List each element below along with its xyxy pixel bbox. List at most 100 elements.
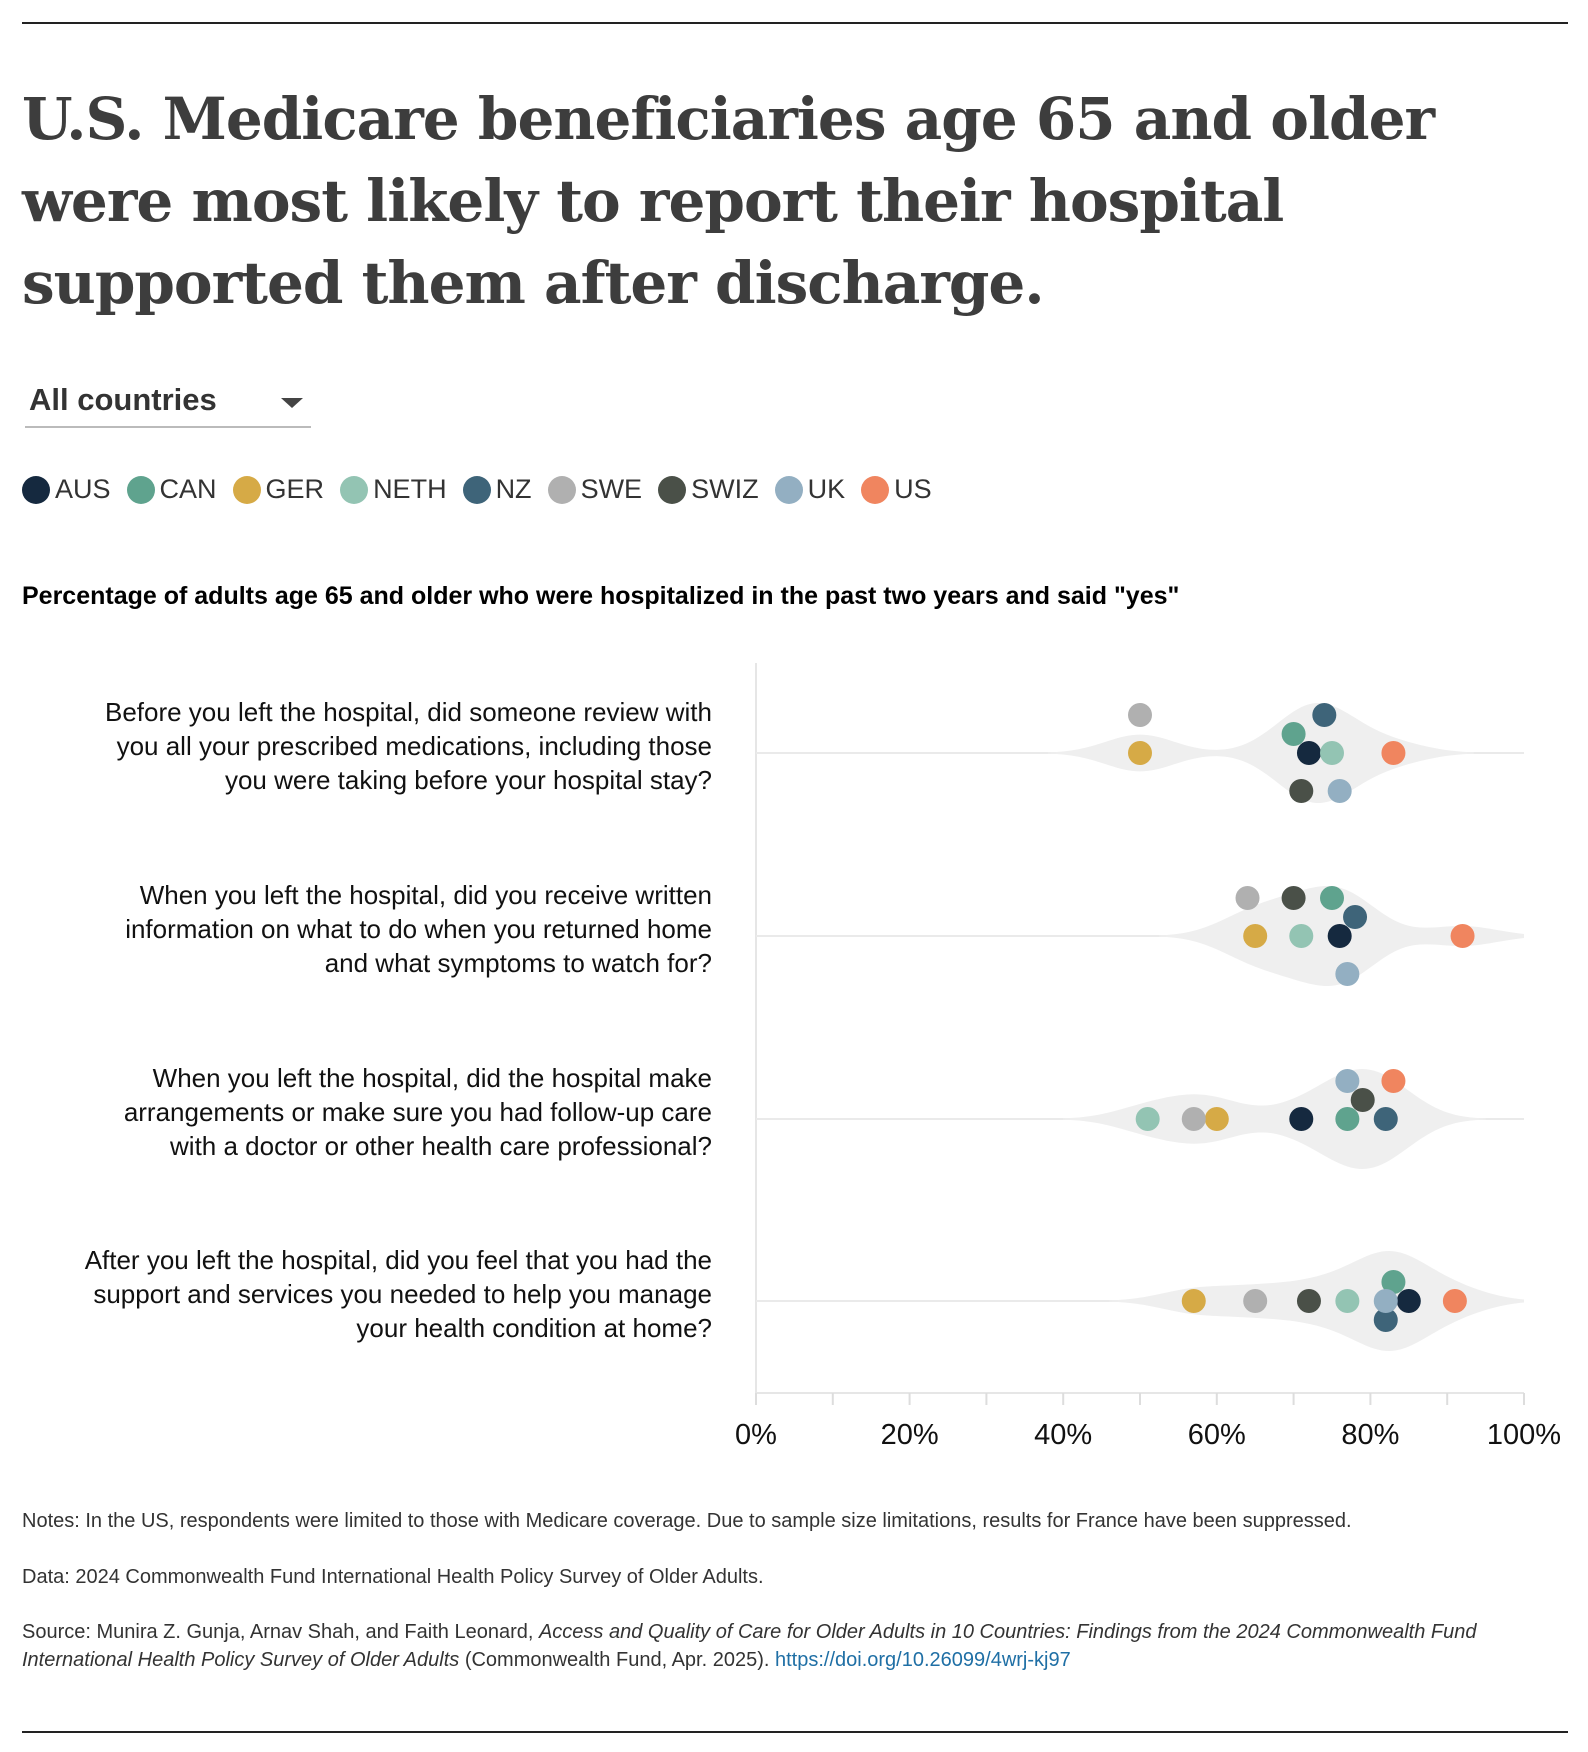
- source-prefix: Source: Munira Z. Gunja, Arnav Shah, and…: [22, 1621, 539, 1643]
- dot-swe: [1235, 886, 1260, 910]
- legend-label: GER: [265, 474, 325, 504]
- legend-item-uk: UK: [774, 474, 846, 505]
- dot-can: [1281, 722, 1306, 746]
- dot-swiz: [1281, 886, 1306, 910]
- dot-swiz: [1350, 1088, 1375, 1112]
- top-rule: [22, 22, 1568, 24]
- question-line: When you left the hospital, did the hosp…: [152, 1063, 712, 1093]
- question-line: When you left the hospital, did you rece…: [139, 880, 712, 910]
- data-text: Data: 2024 Commonwealth Fund Internation…: [22, 1566, 764, 1588]
- dot-neth: [1289, 924, 1314, 948]
- dot-aus: [1289, 1107, 1314, 1131]
- x-tick-label: 20%: [881, 1419, 939, 1451]
- country-dropdown[interactable]: All countries: [25, 380, 311, 428]
- legend-label: AUS: [55, 474, 111, 504]
- dot-neth: [1320, 741, 1344, 765]
- notes-text: Notes: In the US, respondents were limit…: [22, 1510, 1352, 1532]
- dot-ger: [1243, 924, 1268, 948]
- dot-nz: [1343, 905, 1368, 929]
- chart: 0% 20% 40% 60% 80% 100%: [735, 663, 1561, 1451]
- dot-aus: [1327, 924, 1352, 948]
- legend-label: SWIZ: [691, 474, 759, 504]
- x-tick-label: 0%: [735, 1419, 777, 1451]
- dot-uk: [1373, 1289, 1398, 1313]
- dot-nz: [1312, 703, 1337, 727]
- question-line: support and services you needed to help …: [93, 1279, 712, 1309]
- source-title: Access and Quality of Care for Older Adu…: [22, 1621, 1477, 1671]
- question-label: Before you left the hospital, did someon…: [12, 695, 712, 797]
- legend-item-swe: SWE: [547, 474, 643, 505]
- dot-can: [1381, 1270, 1406, 1294]
- violin: [1063, 1069, 1486, 1169]
- x-tick-label: 80%: [1341, 1419, 1399, 1451]
- question-line: and what symptoms to watch for?: [324, 948, 712, 978]
- legend-swatch: [22, 475, 50, 504]
- dot-nz: [1373, 1308, 1398, 1332]
- chart-subtitle: Percentage of adults age 65 and older wh…: [22, 582, 1180, 610]
- question-line: arrangements or make sure you had follow…: [123, 1097, 712, 1127]
- legend-item-swiz: SWIZ: [658, 474, 759, 505]
- question-line: you were taking before your hospital sta…: [224, 765, 712, 795]
- doi-link[interactable]: https://doi.org/10.26099/4wrj-kj97: [774, 1649, 1071, 1671]
- dot-aus: [1396, 1289, 1421, 1313]
- legend-item-us: US: [861, 474, 932, 505]
- dot-swe: [1181, 1107, 1206, 1131]
- dot-nz: [1373, 1107, 1398, 1131]
- dot-swiz: [1296, 1289, 1321, 1313]
- dot-uk: [1327, 779, 1352, 803]
- source-text: Source: Munira Z. Gunja, Arnav Shah, and…: [22, 1618, 1568, 1674]
- legend-swatch: [126, 475, 155, 504]
- x-tick-label: 40%: [1034, 1419, 1092, 1451]
- legend-swatch: [547, 475, 576, 504]
- dot-swiz: [1289, 779, 1314, 803]
- dropdown-value: All countries: [29, 382, 217, 417]
- dot-swe: [1128, 703, 1152, 727]
- page-title: U.S. Medicare beneficiaries age 65 and o…: [22, 85, 1435, 317]
- violin: [1047, 703, 1475, 803]
- dot-can: [1335, 1107, 1360, 1131]
- question-line: information on what to do when you retur…: [125, 914, 712, 944]
- legend-item-ger: GER: [232, 474, 325, 505]
- legend-swatch: [232, 475, 261, 504]
- dot-ger: [1204, 1107, 1229, 1131]
- legend: AUS CAN GER NETH NZ SWE SWIZ UK US: [22, 474, 932, 505]
- dot-can: [1320, 886, 1344, 910]
- dot-swe: [1243, 1289, 1268, 1313]
- legend-label: SWE: [580, 474, 643, 504]
- legend-label: NETH: [373, 474, 447, 504]
- question-label: When you left the hospital, did you rece…: [12, 878, 712, 980]
- dot-ger: [1181, 1289, 1206, 1313]
- legend-item-nz: NZ: [462, 474, 532, 505]
- dot-neth: [1135, 1107, 1160, 1131]
- dot-us: [1442, 1289, 1467, 1313]
- bottom-rule: [22, 1731, 1568, 1733]
- question-line: After you left the hospital, did you fee…: [84, 1245, 712, 1275]
- question-label: After you left the hospital, did you fee…: [12, 1243, 712, 1345]
- dot-us: [1381, 1069, 1406, 1093]
- question-label: When you left the hospital, did the hosp…: [12, 1061, 712, 1163]
- dot-us: [1381, 741, 1406, 765]
- legend-item-neth: NETH: [340, 474, 447, 505]
- dot-us: [1450, 924, 1475, 948]
- x-tick-label: 60%: [1188, 1419, 1246, 1451]
- legend-label: US: [894, 474, 932, 504]
- question-line: your health condition at home?: [356, 1313, 712, 1343]
- dot-neth: [1335, 1289, 1360, 1313]
- legend-swatch: [658, 475, 687, 504]
- legend-swatch: [861, 475, 890, 504]
- legend-swatch: [462, 475, 491, 504]
- question-line: with a doctor or other health care profe…: [170, 1131, 712, 1161]
- legend-label: CAN: [159, 474, 217, 504]
- question-line: you all your prescribed medications, inc…: [116, 731, 712, 761]
- legend-label: NZ: [495, 474, 532, 504]
- x-tick-label: 100%: [1487, 1419, 1561, 1451]
- caret-down-icon: [281, 398, 303, 408]
- dot-aus: [1296, 741, 1321, 765]
- source-suffix: (Commonwealth Fund, Apr. 2025).: [459, 1649, 775, 1671]
- dot-uk: [1335, 962, 1360, 986]
- dot-ger: [1128, 741, 1152, 765]
- legend-item-can: CAN: [126, 474, 217, 505]
- dot-uk: [1335, 1069, 1360, 1093]
- legend-swatch: [340, 475, 369, 504]
- legend-label: UK: [807, 474, 846, 504]
